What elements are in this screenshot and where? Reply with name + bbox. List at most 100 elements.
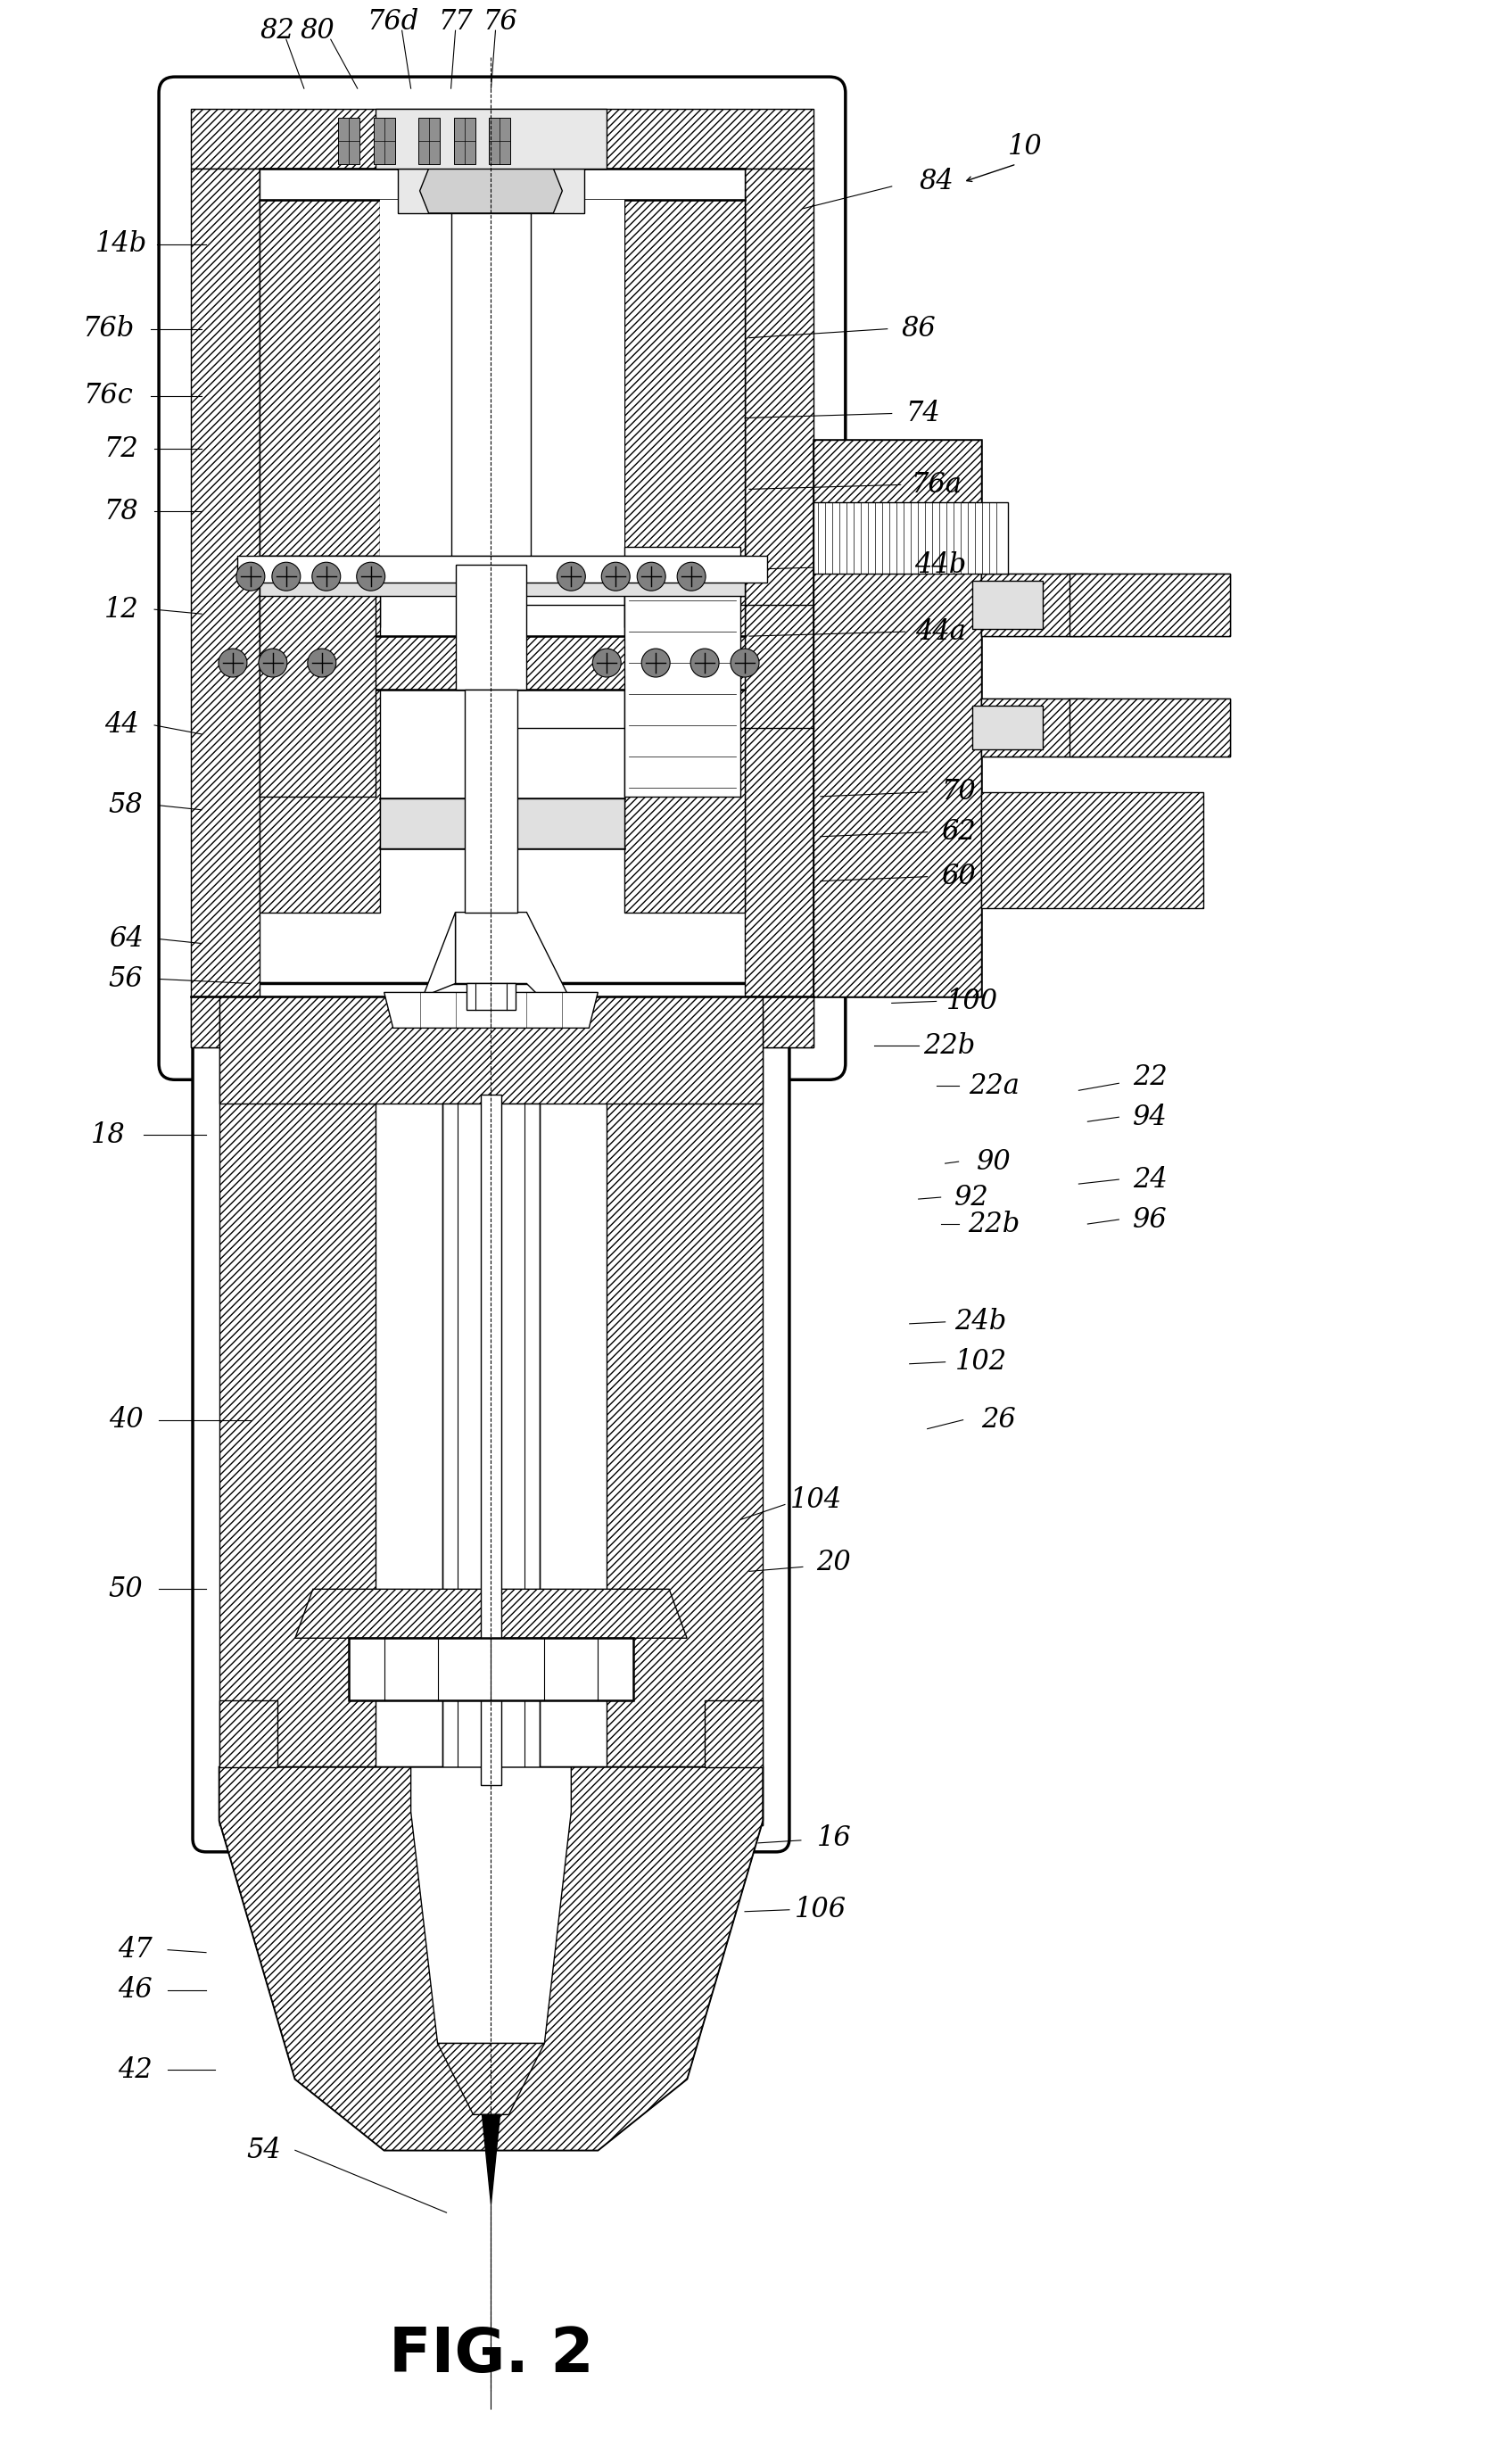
Polygon shape [981,697,1229,756]
Polygon shape [607,1010,762,1826]
Text: 64: 64 [108,924,143,954]
Text: 50: 50 [108,1574,143,1604]
Polygon shape [466,983,516,1010]
Text: 92: 92 [954,1183,989,1212]
Bar [481,1094,502,1784]
Circle shape [678,562,705,591]
Bar [380,200,625,557]
Text: 90: 90 [977,1148,1012,1175]
Polygon shape [376,108,607,168]
Text: 77: 77 [437,7,472,34]
Text: 16: 16 [816,1826,851,1853]
Polygon shape [237,557,767,582]
Polygon shape [813,441,981,998]
Polygon shape [464,690,517,912]
Circle shape [558,562,585,591]
FancyBboxPatch shape [159,76,846,1079]
Text: 76a: 76a [911,471,962,498]
Polygon shape [219,1767,762,2151]
Text: 76b: 76b [83,315,134,342]
Bar [338,118,359,165]
Polygon shape [219,1700,277,1767]
Polygon shape [981,574,1088,636]
Polygon shape [260,168,745,200]
Circle shape [259,648,287,678]
Polygon shape [455,912,571,1027]
Polygon shape [981,697,1088,756]
Polygon shape [260,168,380,628]
Bar [625,547,741,796]
Text: 24: 24 [1133,1165,1168,1193]
Polygon shape [813,441,981,998]
Circle shape [272,562,301,591]
Bar [972,705,1043,749]
Circle shape [730,648,759,678]
Text: 80: 80 [301,17,335,44]
Text: 44: 44 [104,712,138,739]
Polygon shape [1070,574,1229,636]
Bar [373,118,395,165]
Text: 102: 102 [954,1348,1007,1375]
FancyBboxPatch shape [192,983,789,1853]
Text: 54: 54 [246,2136,281,2163]
Polygon shape [705,1700,762,1767]
Text: 86: 86 [902,315,936,342]
Bar [260,574,376,796]
Polygon shape [260,596,380,636]
Polygon shape [260,200,380,557]
Text: FIG. 2: FIG. 2 [389,2326,594,2385]
Text: 22b: 22b [968,1210,1021,1237]
Text: 20: 20 [816,1547,851,1577]
Text: 76c: 76c [83,382,134,409]
Polygon shape [380,798,625,848]
Polygon shape [981,574,1229,636]
Polygon shape [260,636,745,690]
Text: 22: 22 [1133,1062,1168,1092]
Polygon shape [191,168,260,1047]
Polygon shape [410,1767,571,2043]
Text: 76d: 76d [367,7,419,34]
Text: 42: 42 [117,2057,152,2085]
Text: 104: 104 [791,1486,842,1513]
Bar [418,118,439,165]
Polygon shape [219,1767,762,1826]
Bar [454,118,475,165]
Bar [981,791,1204,907]
Polygon shape [349,1639,633,1700]
Polygon shape [1070,697,1229,756]
Text: 74: 74 [906,399,941,426]
Text: 96: 96 [1133,1205,1168,1234]
Bar [972,582,1043,628]
Circle shape [690,648,718,678]
Polygon shape [219,1010,376,1826]
Text: 47: 47 [117,1937,152,1964]
Polygon shape [419,168,562,212]
Text: 94: 94 [1133,1104,1168,1131]
Text: 84: 84 [918,168,953,195]
Polygon shape [625,690,745,912]
Text: 106: 106 [795,1895,846,1924]
Bar [490,118,511,165]
Text: 22a: 22a [969,1072,1019,1099]
Polygon shape [219,998,762,1104]
Polygon shape [410,912,455,1027]
Text: 100: 100 [945,988,998,1015]
Text: 24b: 24b [954,1308,1007,1335]
Bar [442,1104,540,1767]
Text: 40: 40 [108,1407,143,1434]
Text: 82: 82 [260,17,295,44]
Text: 12: 12 [104,596,138,623]
Polygon shape [295,1589,687,1639]
Polygon shape [482,2114,500,2203]
Circle shape [236,562,265,591]
Circle shape [218,648,246,678]
Polygon shape [625,596,745,636]
Circle shape [601,562,630,591]
Text: 70: 70 [941,779,975,806]
Text: 44b: 44b [915,552,966,579]
Polygon shape [625,168,745,628]
Polygon shape [437,2043,544,2114]
Polygon shape [191,108,813,168]
Polygon shape [191,998,813,1047]
Circle shape [637,562,666,591]
